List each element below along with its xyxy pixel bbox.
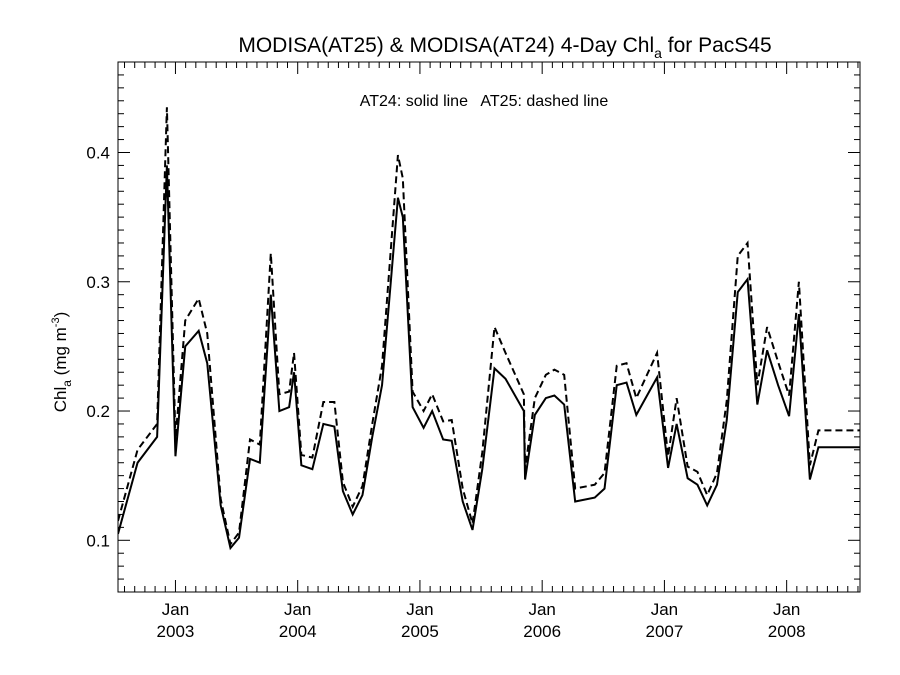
x-tick-label-year: 2005 [401, 622, 439, 641]
x-tick-label-month: Jan [651, 600, 678, 619]
x-tick-label-month: Jan [162, 600, 189, 619]
y-tick-label: 0.3 [86, 273, 110, 292]
plot-frame [117, 61, 861, 593]
series-at25-dashed-line [118, 107, 860, 547]
tick-labels: 0.1 0.2 0.3 0.4 Jan 2003 Jan 2004 Jan 2005 Jan 2006… [86, 143, 805, 641]
title-main: MODISA(AT25) & MODISA(AT24) 4-Day Chl [238, 34, 654, 57]
title-subscript: a [654, 45, 662, 61]
x-tick-label-year: 2008 [768, 622, 806, 641]
legend-annotation: AT24: solid line AT25: dashed line [360, 93, 609, 110]
y-tick-label: 0.1 [86, 531, 110, 550]
x-tick-label-month: Jan [528, 600, 555, 619]
y-tick-label: 0.2 [86, 402, 110, 421]
ylabel-main: Chl [51, 387, 70, 413]
axis-ticks [118, 62, 860, 592]
ylabel-suffix: ) [51, 312, 70, 318]
svg-text:Chla (mg m-3): Chla (mg m-3) [50, 312, 74, 413]
title-suffix: for PacS45 [662, 34, 772, 57]
x-tick-label-month: Jan [773, 600, 800, 619]
x-tick-label-year: 2006 [523, 622, 561, 641]
x-tick-label-year: 2007 [646, 622, 684, 641]
plot-axes [117, 61, 861, 593]
x-tick-label-month: Jan [284, 600, 311, 619]
y-tick-label: 0.4 [86, 143, 110, 162]
x-tick-label-month: Jan [406, 600, 433, 619]
series-layer [118, 107, 860, 551]
chart-title: MODISA(AT25) & MODISA(AT24) 4-Day Chla f… [238, 34, 771, 61]
x-tick-label-year: 2004 [279, 622, 317, 641]
ylabel-superscript: -3 [50, 317, 62, 327]
ylabel-subscript: a [60, 380, 74, 387]
ylabel-middle: (mg m [51, 327, 70, 380]
y-axis-label: Chla (mg m-3) [50, 312, 74, 413]
x-tick-label-year: 2003 [157, 622, 195, 641]
series-at24-solid-line [118, 165, 860, 551]
